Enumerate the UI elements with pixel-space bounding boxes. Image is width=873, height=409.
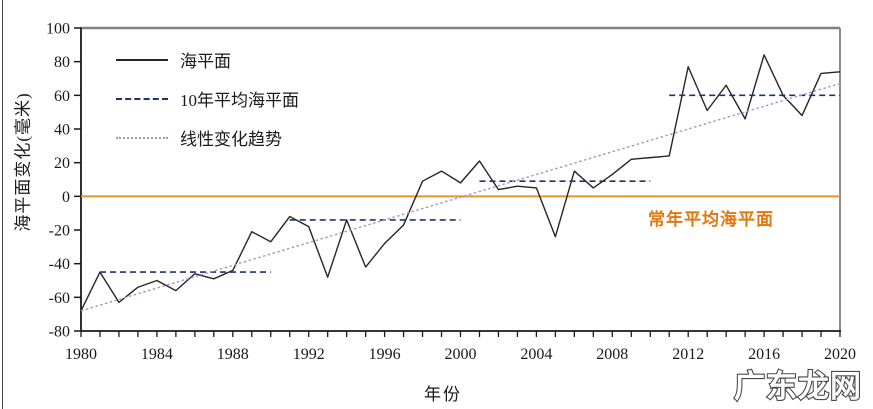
svg-text:0: 0 (62, 189, 70, 206)
svg-text:2008: 2008 (596, 346, 628, 363)
svg-text:2020: 2020 (824, 346, 856, 363)
reference-line-label: 常年平均海平面 (648, 210, 774, 229)
svg-text:1980: 1980 (65, 346, 97, 363)
svg-text:1988: 1988 (217, 346, 249, 363)
legend-item-sea-level: 海平面 (116, 47, 299, 72)
svg-text:-20: -20 (49, 223, 70, 240)
svg-text:2012: 2012 (672, 346, 704, 363)
watermark: 广东龙网 (733, 368, 862, 405)
legend-label-sea-level: 海平面 (180, 52, 231, 71)
legend-line-solid-icon (116, 58, 168, 61)
legend: 海平面 10年平均海平面 线性变化趋势 (116, 47, 299, 150)
x-axis-title: 年份 (424, 385, 462, 404)
legend-label-decade-average: 10年平均海平面 (180, 91, 299, 110)
svg-text:1984: 1984 (141, 346, 173, 363)
svg-text:100: 100 (46, 21, 70, 38)
svg-text:1992: 1992 (293, 346, 325, 363)
legend-item-decade-average: 10年平均海平面 (116, 86, 299, 111)
legend-line-dashed-icon (116, 97, 168, 100)
legend-item-linear-trend: 线性变化趋势 (116, 125, 299, 150)
svg-text:2004: 2004 (520, 346, 552, 363)
svg-text:-40: -40 (49, 256, 70, 273)
legend-label-linear-trend: 线性变化趋势 (180, 130, 282, 149)
svg-text:40: 40 (54, 122, 70, 139)
svg-text:2000: 2000 (445, 346, 477, 363)
y-axis-title: 海平面变化(毫米) (13, 92, 33, 232)
legend-line-dotted-icon (116, 136, 168, 139)
svg-text:80: 80 (54, 54, 70, 71)
svg-text:1996: 1996 (369, 346, 401, 363)
svg-text:60: 60 (54, 88, 70, 105)
svg-text:-60: -60 (49, 290, 70, 307)
svg-text:20: 20 (54, 155, 70, 172)
svg-text:2016: 2016 (748, 346, 780, 363)
svg-text:-80: -80 (49, 324, 70, 341)
page-left-border (2, 0, 3, 409)
